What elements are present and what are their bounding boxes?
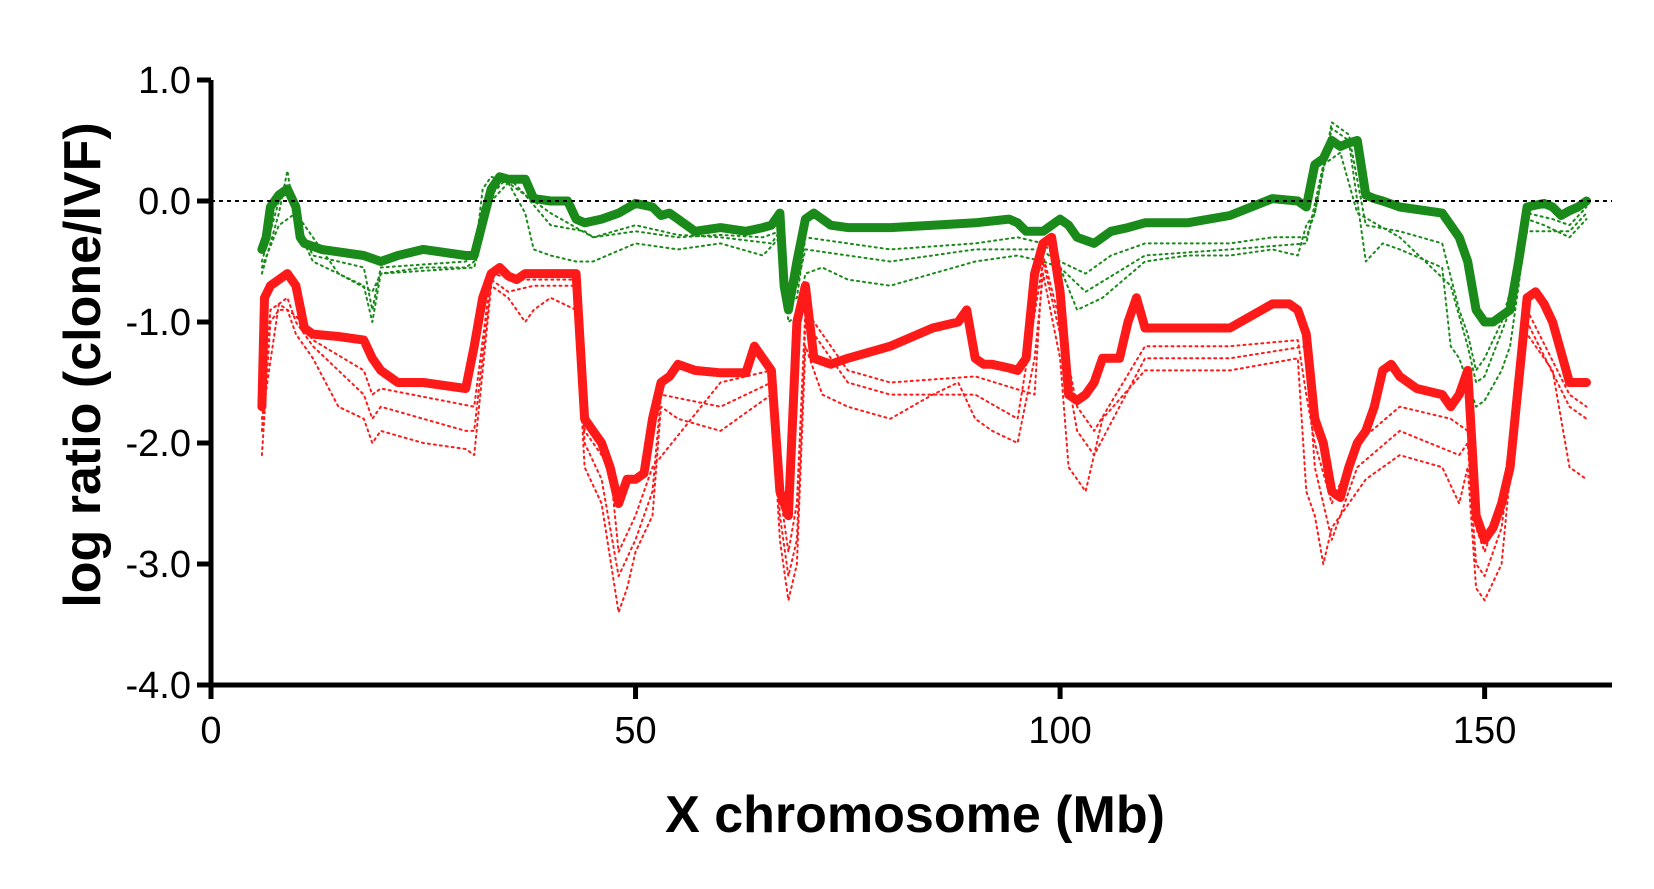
y-tick-label: 0.0 xyxy=(138,181,191,223)
x-tick-label: 100 xyxy=(1028,710,1091,752)
series-green-solid-0 xyxy=(257,136,1591,327)
series-red-dotted-7 xyxy=(260,254,1588,553)
x-tick-label: 50 xyxy=(614,710,656,752)
y-tick-label: -1.0 xyxy=(126,302,191,344)
series-green-dotted-3 xyxy=(260,151,1588,384)
y-tick-label: -3.0 xyxy=(126,544,191,586)
x-tick-label: 150 xyxy=(1453,710,1516,752)
series-green-dotted-1 xyxy=(260,127,1588,408)
series-red-dotted-6 xyxy=(260,260,1588,578)
y-tick-label: 1.0 xyxy=(138,60,191,102)
x-tick-label: 0 xyxy=(200,710,221,752)
series-red-solid-4 xyxy=(257,232,1591,545)
y-axis-title: log ratio (clone/IVF) xyxy=(54,122,112,607)
x-axis-title: X chromosome (Mb) xyxy=(665,786,1165,844)
series-green-dotted-2 xyxy=(260,121,1588,372)
axis-layer: 1.0 0.0 -1.0 -2.0 -3.0 -4.00 50 100 150 xyxy=(126,60,1612,752)
y-tick-label: -2.0 xyxy=(126,423,191,465)
series-layer xyxy=(257,121,1591,614)
y-tick-label: -4.0 xyxy=(126,665,191,707)
series-red-dotted-5 xyxy=(260,272,1588,614)
